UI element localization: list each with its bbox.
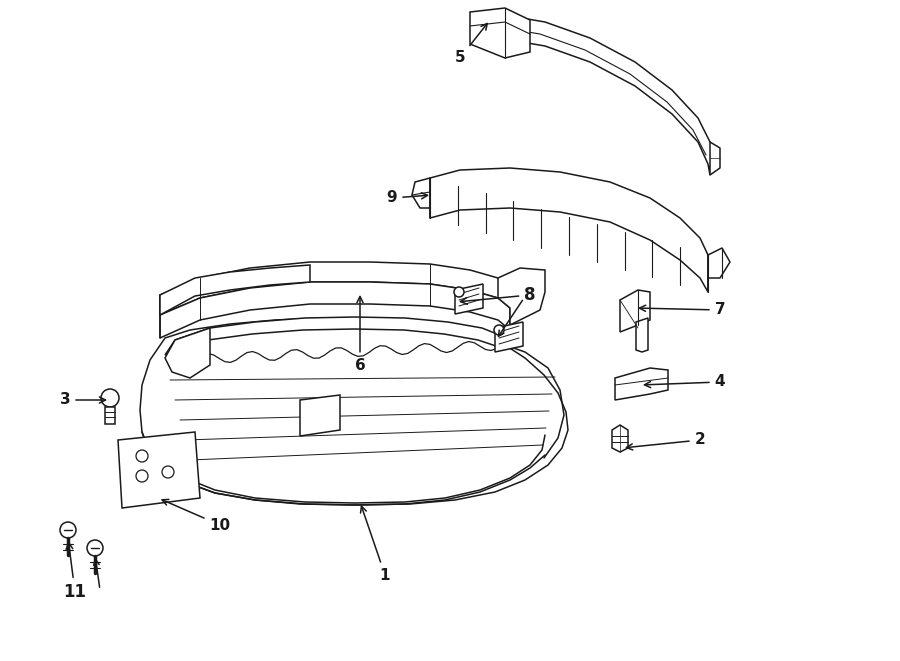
Text: 8: 8 <box>461 286 536 304</box>
Text: 10: 10 <box>162 500 230 533</box>
Polygon shape <box>160 265 310 315</box>
Polygon shape <box>495 322 523 352</box>
Circle shape <box>87 540 103 556</box>
Polygon shape <box>470 8 530 58</box>
Polygon shape <box>105 407 115 424</box>
Circle shape <box>454 287 464 297</box>
Text: 2: 2 <box>626 432 706 450</box>
Polygon shape <box>615 368 668 400</box>
Polygon shape <box>300 395 340 436</box>
Circle shape <box>136 450 148 462</box>
Text: 7: 7 <box>640 303 725 317</box>
Text: 1: 1 <box>361 506 391 582</box>
Polygon shape <box>118 432 200 508</box>
Text: 4: 4 <box>644 375 725 389</box>
Circle shape <box>101 389 119 407</box>
Polygon shape <box>636 318 648 352</box>
Polygon shape <box>498 268 545 325</box>
Circle shape <box>494 325 504 335</box>
Circle shape <box>60 522 76 538</box>
Polygon shape <box>140 318 568 505</box>
Text: 11: 11 <box>64 543 86 601</box>
Circle shape <box>136 470 148 482</box>
Text: 5: 5 <box>454 24 487 65</box>
Polygon shape <box>165 328 210 378</box>
Polygon shape <box>430 168 708 292</box>
Polygon shape <box>160 282 510 338</box>
Text: 9: 9 <box>387 190 428 206</box>
Polygon shape <box>612 425 628 452</box>
Polygon shape <box>455 284 483 314</box>
Circle shape <box>162 466 174 478</box>
Text: 3: 3 <box>59 393 105 407</box>
Polygon shape <box>490 16 710 175</box>
Polygon shape <box>160 262 510 315</box>
Text: 6: 6 <box>355 297 365 373</box>
Polygon shape <box>165 317 505 355</box>
Polygon shape <box>620 290 650 332</box>
